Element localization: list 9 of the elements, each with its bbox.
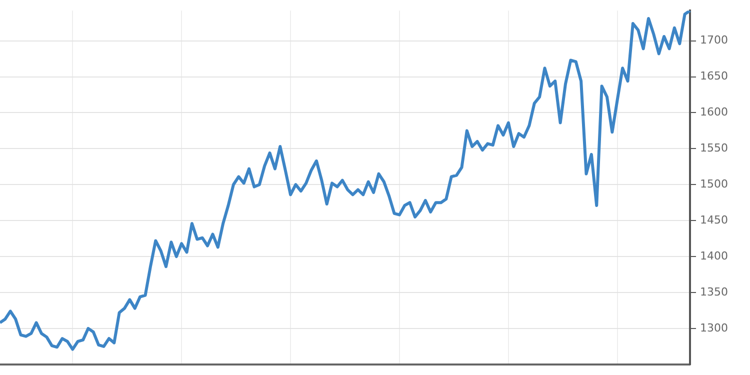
y-tick-label: 1450 — [700, 213, 728, 226]
y-tick-label: 1300 — [700, 321, 728, 334]
y-tick-label: 1500 — [700, 177, 728, 190]
y-tick-label: 1600 — [700, 106, 728, 119]
y-tick-label: 1700 — [700, 34, 728, 47]
y-tick-label: 1350 — [700, 285, 728, 298]
y-tick-label: 1550 — [700, 142, 728, 155]
y-tick-label: 1400 — [700, 249, 728, 262]
y-tick-label: 1650 — [700, 70, 728, 83]
